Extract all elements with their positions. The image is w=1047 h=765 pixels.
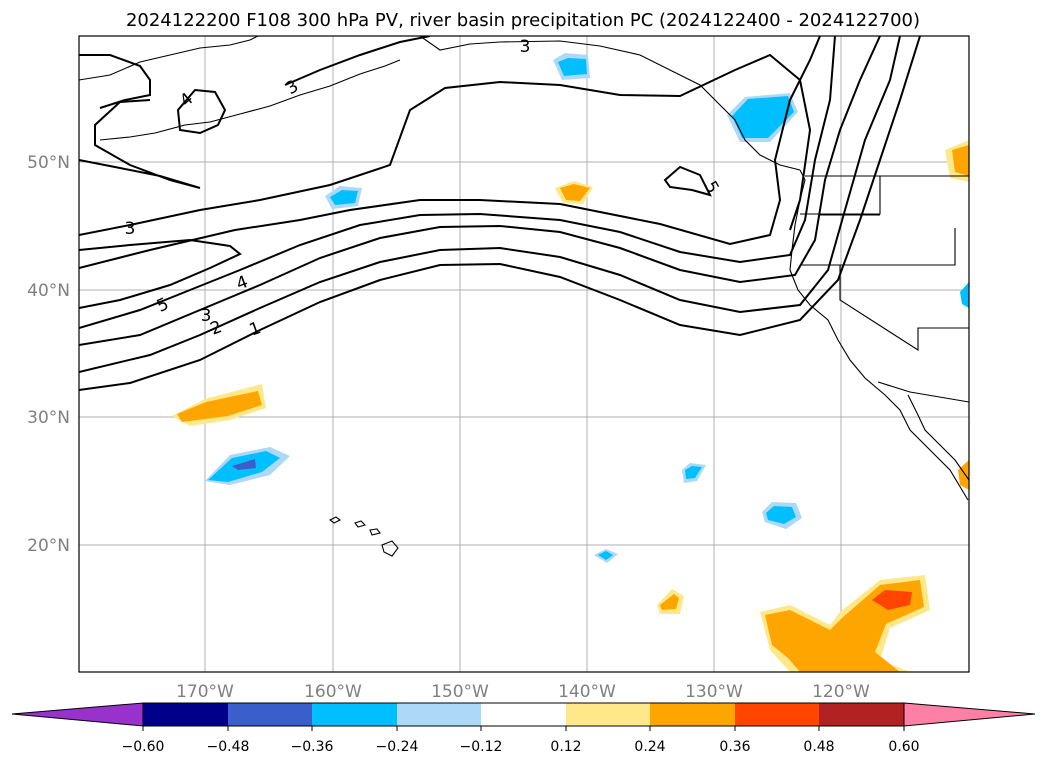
pv-contour: [79, 36, 821, 269]
hawaii-islands: [328, 516, 399, 557]
pv-contour: [79, 36, 901, 373]
colorbar-extend-right: [903, 702, 1036, 727]
precip-negative-area: [330, 190, 358, 205]
colorbar-tick-label: 0.24: [634, 739, 665, 755]
colorbar-segment: [819, 703, 904, 726]
contour-label: 3: [201, 306, 212, 326]
lon-label: 140°W: [558, 682, 616, 702]
colorbar-tick-label: 0.60: [888, 739, 919, 755]
colorbar-segment: [735, 703, 819, 726]
lon-label: 130°W: [685, 682, 743, 702]
alaska-south-coast: [419, 36, 801, 171]
us-west-coast: [789, 169, 969, 501]
contour-label: 3: [520, 37, 531, 57]
figure-title: 2024122200 F108 300 hPa PV, river basin …: [126, 10, 920, 31]
colorbar: −0.60 −0.48 −0.36 −0.24 −0.12 0.12 0.24 …: [11, 702, 1036, 755]
lon-label: 120°W: [812, 682, 870, 702]
precip-positive-area: [177, 391, 262, 422]
precip-positive-area: [560, 184, 590, 201]
pv-contour: [79, 36, 921, 391]
colorbar-tick-label: −0.60: [122, 739, 165, 755]
pv-contour: [79, 53, 812, 236]
lon-label: 160°W: [304, 682, 362, 702]
colorbar-extend-left: [11, 702, 144, 727]
precip-negative-area: [732, 96, 794, 138]
pv-contour: [663, 165, 712, 197]
precip-positive-area: [660, 594, 679, 610]
lon-label: 150°W: [431, 682, 489, 702]
lat-labels: 50°N 40°N 30°N 20°N: [27, 153, 70, 556]
aleutian-islands: [99, 59, 401, 141]
lat-label: 50°N: [27, 153, 70, 173]
precip-negative-area: [558, 58, 587, 76]
colorbar-tick-label: −0.48: [207, 739, 250, 755]
colorbar-segment: [397, 703, 481, 726]
colorbar-frame: [142, 702, 905, 727]
colorbar-segment: [481, 703, 566, 726]
us-mexico-border: [877, 381, 969, 403]
precip-negative-area: [960, 282, 969, 308]
lat-label: 20°N: [27, 536, 70, 556]
state-border-nevada: [839, 265, 969, 352]
colorbar-ticks: [142, 726, 905, 731]
precip-negative-area: [598, 551, 613, 560]
map-plot-area: [79, 36, 969, 672]
colorbar-tick-label: 0.12: [550, 739, 581, 755]
colorbar-tick-label: 0.36: [719, 739, 750, 755]
colorbar-tick-labels: −0.60 −0.48 −0.36 −0.24 −0.12 0.12 0.24 …: [122, 739, 920, 755]
colorbar-tick-label: 0.48: [803, 739, 834, 755]
pv-contour: [79, 238, 242, 309]
lat-label: 30°N: [27, 408, 70, 428]
lon-label: 170°W: [176, 682, 234, 702]
precip-positive-area: [872, 590, 912, 610]
precip-negative-area: [232, 459, 256, 470]
colorbar-tick-label: −0.12: [460, 739, 503, 755]
precip-shading: [172, 53, 969, 672]
pv-contour: [79, 36, 836, 329]
map-frame: [78, 35, 970, 673]
pv-contour: [79, 99, 201, 189]
baja-coast: [907, 394, 969, 481]
pv-contour: [284, 36, 431, 86]
state-border-idaho: [800, 176, 881, 215]
precip-positive-area: [952, 145, 969, 176]
precip-negative-area: [685, 466, 702, 479]
colorbar-segment: [228, 703, 312, 726]
colorbar-tick-label: −0.36: [291, 739, 334, 755]
colorbar-segment: [650, 703, 735, 726]
colorbar-segment: [312, 703, 397, 726]
oregon-california-border: [800, 228, 956, 266]
coastlines: [79, 36, 969, 501]
lat-label: 40°N: [27, 281, 70, 301]
pv-contours: [79, 36, 921, 391]
contour-label: 3: [125, 219, 136, 239]
pv-contour: [79, 54, 151, 109]
pv-contour: [79, 36, 881, 346]
lon-labels: 170°W 160°W 150°W 140°W 130°W 120°W: [176, 682, 870, 702]
precip-negative-area: [766, 506, 796, 524]
pv-contour: [176, 88, 227, 135]
colorbar-tick-label: −0.24: [376, 739, 419, 755]
alaska-coast: [79, 36, 259, 81]
colorbar-segment: [566, 703, 650, 726]
colorbar-segment: [143, 703, 228, 726]
